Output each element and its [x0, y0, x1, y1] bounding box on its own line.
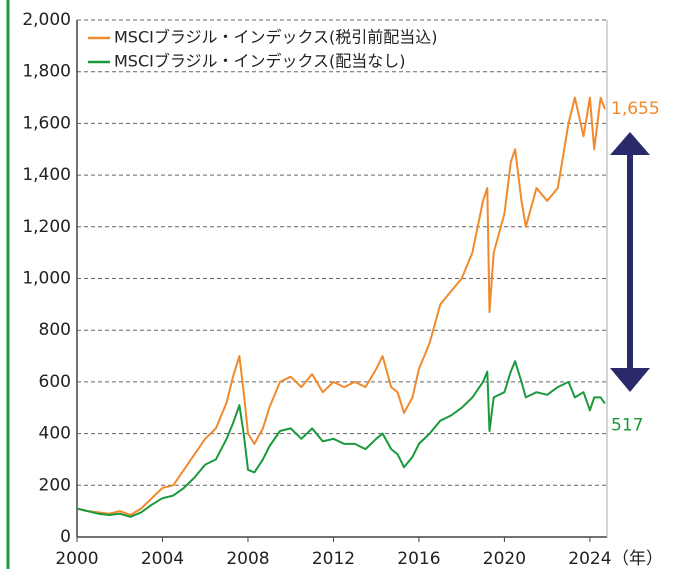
y-tick-label: 1,600: [22, 113, 71, 133]
y-tick-label: 600: [39, 372, 71, 392]
x-tick-label: 2016: [397, 549, 440, 569]
x-tick-label: 2000: [55, 549, 98, 569]
double-arrow: [610, 132, 650, 392]
x-axis-label: （年）: [612, 549, 663, 569]
x-tick-label: 2020: [483, 549, 526, 569]
x-tick-label: 2024: [568, 549, 611, 569]
x-tick-label: 2004: [141, 549, 184, 569]
y-tick-label: 1,400: [22, 165, 71, 185]
series-line: [76, 360, 606, 518]
legend-label: MSCIブラジル・インデックス(税引前配当込): [114, 28, 438, 47]
y-tick-label: 1,200: [22, 217, 71, 237]
x-tick-label: 2012: [312, 549, 355, 569]
y-tick-label: 1,800: [22, 62, 71, 82]
y-tick-label: 2,000: [22, 10, 71, 30]
y-tick-label: 200: [39, 475, 71, 495]
y-tick-label: 800: [39, 320, 71, 340]
y-tick-label: 400: [39, 424, 71, 444]
end-label: 1,655: [611, 99, 660, 119]
end-label: 517: [611, 415, 643, 435]
legend-label: MSCIブラジル・インデックス(配当なし): [114, 52, 406, 71]
y-tick-label: 1,000: [22, 269, 71, 289]
x-tick-label: 2008: [226, 549, 269, 569]
y-tick-label: 0: [60, 527, 71, 547]
series-line: [76, 96, 606, 516]
